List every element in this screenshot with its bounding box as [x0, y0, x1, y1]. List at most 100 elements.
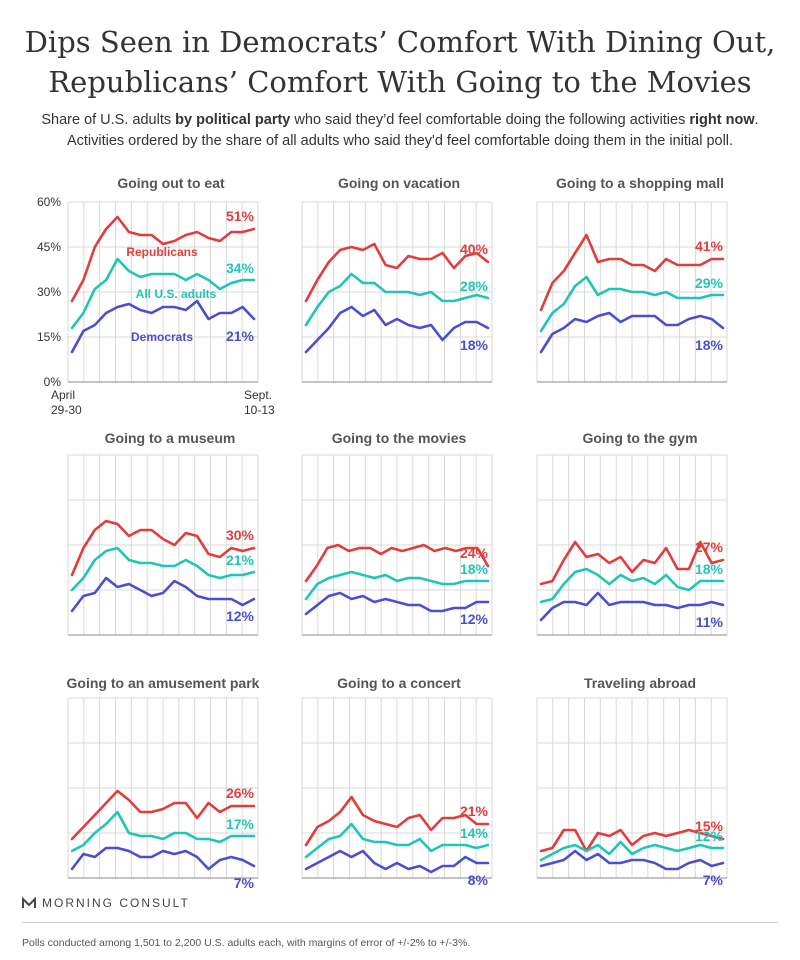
end-value-label-democrats: 12% [226, 608, 255, 624]
y-tick-label: 0% [44, 375, 62, 389]
series-line-democrats [304, 591, 490, 616]
panel-grid [536, 697, 728, 879]
series-line-all [70, 257, 256, 330]
series-line-democrats [539, 591, 725, 622]
series-line-all [70, 810, 256, 853]
panel-title: Going to a museum [105, 430, 236, 446]
end-value-label-democrats: 18% [695, 337, 724, 353]
end-value-label-all: 18% [460, 561, 489, 577]
end-value-label-all: 29% [695, 275, 724, 291]
panel-title: Going to a shopping mall [556, 175, 724, 191]
title-line-2: Republicans’ Comfort With Going to the M… [48, 65, 752, 99]
series-line-democrats [70, 846, 256, 871]
chart-panel-3: Going to a shopping mall 41% 29% 18% [536, 175, 728, 383]
series-label-all: All U.S. adults [136, 287, 217, 301]
brand-logo: MORNING CONSULT [22, 896, 190, 910]
end-value-label-all: 34% [226, 260, 255, 276]
series-line-democrats [539, 311, 725, 354]
series-line-republicans [70, 519, 256, 577]
end-value-label-republicans: 26% [226, 785, 255, 801]
logo-text: MORNING CONSULT [42, 896, 190, 910]
chart-panel-1: Going out to eat 0% 15% 30% 45% 60% April29-30… [37, 175, 275, 417]
x-tick-label: 10-13 [244, 403, 275, 417]
chart-panel-5: Going to the movies 24%18% 12% [301, 430, 493, 636]
end-value-label-all: 17% [226, 816, 255, 832]
series-line-all [539, 840, 725, 862]
y-tick-label: 45% [37, 240, 61, 254]
chart-panel-6: Going to the gym 27% 18% 11% [536, 430, 728, 636]
panel-grid [536, 201, 728, 383]
series-line-all [304, 822, 490, 859]
end-value-label-democrats: 7% [234, 875, 255, 891]
series-line-democrats [304, 305, 490, 354]
end-value-label-democrats: 18% [460, 337, 489, 353]
series-line-all [304, 570, 490, 601]
y-tick-label: 15% [37, 330, 61, 344]
series-line-all [539, 275, 725, 333]
subtitle-part: . [754, 112, 759, 128]
end-value-label-republicans: 40% [460, 241, 489, 257]
panel-grid [301, 697, 493, 879]
chart-panel-2: Going on vacation 40% 28% 18% [301, 175, 493, 383]
series-line-republicans [539, 828, 725, 853]
panel-title: Going to an amusement park [67, 675, 260, 691]
series-line-republicans [304, 795, 490, 847]
morning-consult-icon [22, 897, 36, 908]
end-value-label-republicans: 41% [695, 238, 724, 254]
y-tick-label: 60% [37, 195, 61, 209]
end-value-label-all: 12% [695, 828, 724, 844]
series-line-democrats [70, 576, 256, 613]
subtitle-part: who said they’d feel comfortable doing t… [290, 112, 690, 128]
series-line-all [539, 567, 725, 604]
series-line-all [304, 272, 490, 327]
series-line-republicans [539, 540, 725, 586]
end-value-label-democrats: 12% [460, 611, 489, 627]
series-line-republicans [539, 233, 725, 312]
end-value-label-democrats: 7% [703, 872, 724, 888]
footer-divider [22, 922, 778, 923]
end-value-label-republicans: 30% [226, 527, 255, 543]
series-line-democrats [304, 849, 490, 874]
end-value-label-republicans: 24% [460, 545, 489, 561]
series-line-democrats [70, 299, 256, 354]
chart-panel-9: Traveling abroad 15%12% 7% [536, 675, 728, 888]
title-line-1: Dips Seen in Democrats’ Comfort With Din… [24, 25, 776, 59]
end-value-label-all: 28% [460, 278, 489, 294]
panel-title: Going to the gym [582, 430, 697, 446]
chart-title: Dips Seen in Democrats’ Comfort With Din… [20, 22, 780, 102]
chart-panel-8: Going to a concert 21% 14% 8% [301, 675, 493, 888]
subtitle-line-2: Activities ordered by the share of all a… [66, 133, 734, 149]
series-line-republicans [70, 789, 256, 841]
subtitle-part: Share of U.S. adults [41, 112, 176, 128]
panel-title: Traveling abroad [584, 675, 696, 691]
end-value-label-all: 21% [226, 552, 255, 568]
x-tick-label: April [51, 388, 75, 402]
y-tick-label: 30% [37, 285, 61, 299]
series-line-democrats [539, 849, 725, 871]
panel-title: Going out to eat [117, 175, 225, 191]
chart-panel-4: Going to a museum 30% 21% 12% [67, 430, 259, 636]
series-label-democrats: Democrats [131, 330, 193, 344]
panel-title: Going on vacation [338, 175, 460, 191]
subtitle-emphasis: by political party [175, 112, 291, 128]
chart-panel-7: Going to an amusement park 26% 17% 7% [67, 675, 260, 891]
subtitle-emphasis: right now [689, 112, 755, 128]
x-tick-label: Sept. [244, 388, 272, 402]
panel-title: Going to a concert [337, 675, 461, 691]
series-line-republicans [304, 543, 490, 583]
end-value-label-democrats: 11% [696, 614, 724, 630]
footnote: Polls conducted among 1,501 to 2,200 U.S… [22, 937, 471, 949]
end-value-label-republicans: 51% [226, 208, 255, 224]
series-line-all [70, 546, 256, 592]
end-value-label-republicans: 27% [695, 539, 724, 555]
end-value-label-republicans: 15% [695, 818, 724, 834]
end-value-label-all: 14% [460, 825, 489, 841]
series-line-republicans [70, 215, 256, 303]
end-value-label-democrats: 8% [468, 872, 489, 888]
series-label-republicans: Republicans [126, 245, 198, 259]
end-value-label-all: 18% [695, 561, 724, 577]
end-value-label-democrats: 21% [226, 328, 255, 344]
x-tick-label: 29-30 [51, 403, 82, 417]
panel-grid [301, 201, 493, 383]
